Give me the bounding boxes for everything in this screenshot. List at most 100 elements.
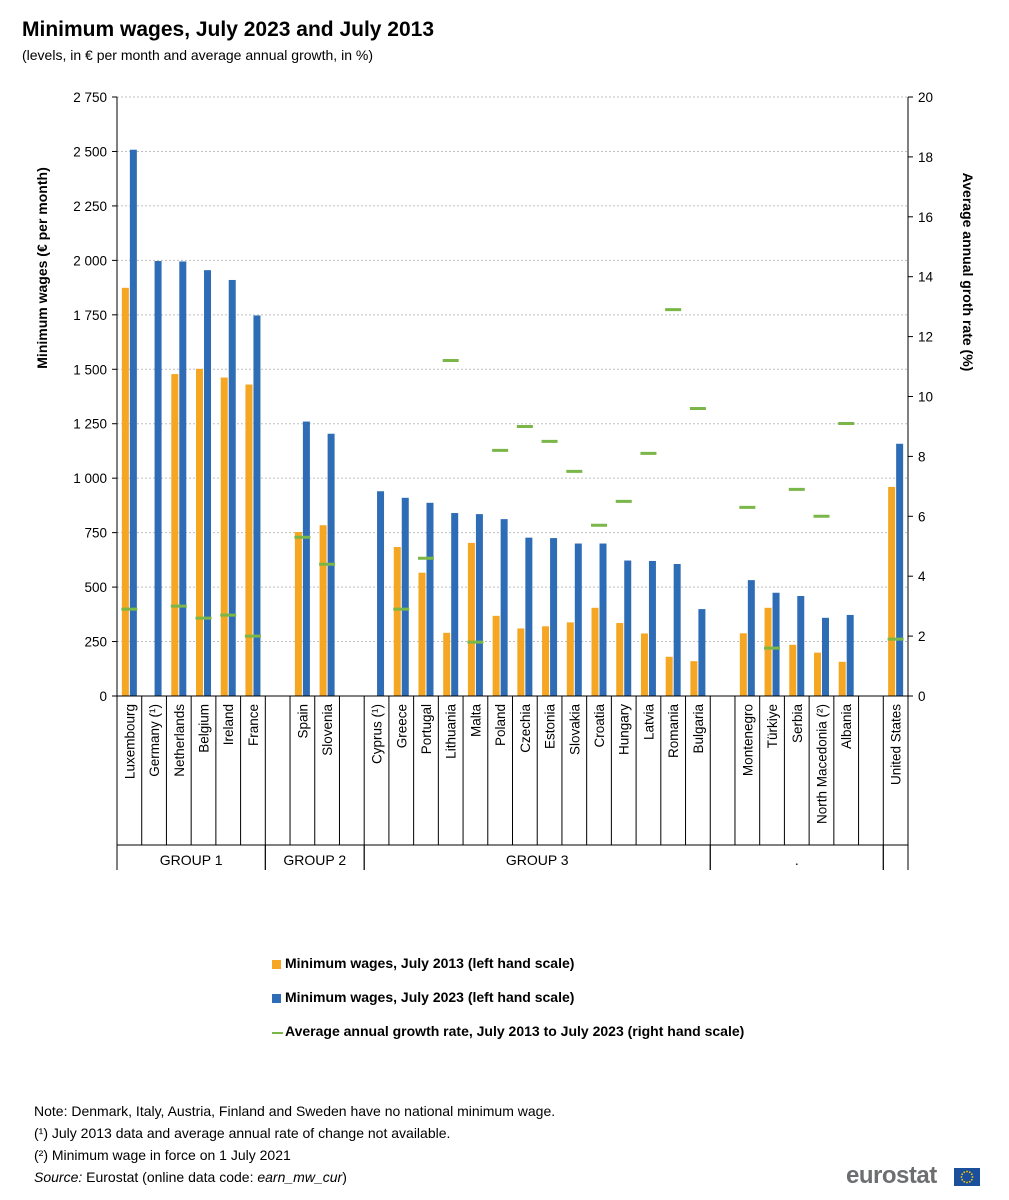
category-label: Slovenia <box>320 704 335 756</box>
bar-2023 <box>797 596 805 696</box>
bar-2013 <box>294 531 302 696</box>
bar-2023 <box>451 513 459 696</box>
y2-tick-label: 14 <box>918 270 934 285</box>
category-label: France <box>246 704 261 746</box>
y2-tick-label: 12 <box>918 330 933 345</box>
y-tick-label: 2 000 <box>73 253 107 268</box>
legend-swatch-2013 <box>272 960 281 969</box>
category-label: Greece <box>394 704 409 748</box>
bar-2023 <box>500 519 508 696</box>
y-tick-label: 1 500 <box>73 362 107 377</box>
bar-2013 <box>171 374 179 696</box>
bar-2013 <box>245 384 253 696</box>
category-label: Türkiye <box>765 704 780 748</box>
category-label: Portugal <box>419 704 434 754</box>
bar-2013 <box>443 632 451 696</box>
y2-axis-title: Average annual groth rate (%) <box>960 173 976 372</box>
bar-2023 <box>253 315 261 696</box>
note-footnote-2: (²) Minimum wage in force on 1 July 2021 <box>34 1147 291 1163</box>
category-label: Germany (¹) <box>147 704 162 777</box>
y2-tick-label: 10 <box>918 390 933 405</box>
bar-2023 <box>673 564 681 696</box>
bar-2023 <box>747 580 755 696</box>
y-tick-label: 1 000 <box>73 471 107 486</box>
y-tick-label: 1 250 <box>73 417 107 432</box>
bar-2023 <box>204 270 212 696</box>
category-label: North Macedonia (²) <box>814 704 829 824</box>
group-label: GROUP 3 <box>506 852 569 868</box>
logo-text: eurostat <box>846 1162 937 1189</box>
bar-2013 <box>196 368 204 696</box>
y-tick-label: 250 <box>84 635 107 650</box>
category-label: Hungary <box>617 704 632 755</box>
y2-tick-label: 4 <box>918 569 926 584</box>
legend-label-2023: Minimum wages, July 2023 (left hand scal… <box>285 989 575 1005</box>
bar-2013 <box>665 656 673 696</box>
bar-2023 <box>550 538 558 696</box>
y-tick-label: 500 <box>84 580 107 595</box>
category-label: Belgium <box>197 704 212 753</box>
category-label: Estonia <box>543 704 558 750</box>
bar-2013 <box>121 287 129 696</box>
source-code: earn_mw_cur <box>257 1169 343 1185</box>
chart-title: Minimum wages, July 2023 and July 2013 <box>22 18 435 41</box>
bar-2013 <box>542 626 550 696</box>
eu-flag-icon <box>954 1168 980 1186</box>
bar-2023 <box>821 617 829 696</box>
bar-2013 <box>813 652 821 696</box>
legend-swatch-growth <box>272 1032 283 1034</box>
note-footnote-1: (¹) July 2013 data and average annual ra… <box>34 1125 451 1141</box>
bar-2023 <box>574 543 582 696</box>
bar-2013 <box>739 633 747 696</box>
category-label: Spain <box>295 704 310 739</box>
category-label: Montenegro <box>740 704 755 776</box>
bar-2023 <box>624 560 632 696</box>
bar-2013 <box>591 607 599 696</box>
category-label: Luxembourg <box>122 704 137 779</box>
y-tick-label: 2 500 <box>73 144 107 159</box>
bar-2023 <box>302 421 310 696</box>
category-label: Netherlands <box>172 704 187 777</box>
y2-tick-label: 20 <box>918 90 933 105</box>
y-tick-label: 0 <box>99 689 107 704</box>
bar-2023 <box>846 614 854 696</box>
y2-tick-label: 8 <box>918 449 926 464</box>
bar-2013 <box>616 623 624 696</box>
category-label: Serbia <box>790 704 805 744</box>
y2-tick-label: 6 <box>918 509 926 524</box>
bar-2013 <box>517 628 525 696</box>
y2-tick-label: 16 <box>918 210 933 225</box>
bar-2013 <box>319 525 327 696</box>
bar-2023 <box>426 502 434 696</box>
legend-label-growth: Average annual growth rate, July 2013 to… <box>285 1023 745 1039</box>
bar-2013 <box>393 547 401 696</box>
group-label: GROUP 1 <box>160 852 223 868</box>
y2-tick-label: 18 <box>918 150 933 165</box>
bar-2013 <box>888 486 896 696</box>
bar-2013 <box>640 633 648 696</box>
category-label: Malta <box>468 704 483 738</box>
bar-2023 <box>896 443 904 696</box>
bar-2013 <box>690 661 698 696</box>
bar-2013 <box>838 661 846 696</box>
note-source: Source: Eurostat (online data code: earn… <box>34 1166 555 1188</box>
bar-2013 <box>566 622 574 696</box>
bar-2023 <box>525 537 533 696</box>
legend-label-2013: Minimum wages, July 2013 (left hand scal… <box>285 955 575 971</box>
y-tick-label: 750 <box>84 526 107 541</box>
y-tick-label: 2 750 <box>73 90 107 105</box>
y2-tick-label: 0 <box>918 689 926 704</box>
category-label: Bulgaria <box>691 704 706 754</box>
chart-subtitle: (levels, in € per month and average annu… <box>22 47 373 63</box>
category-label: United States <box>889 704 904 785</box>
category-label: Croatia <box>592 704 607 748</box>
y2-tick-label: 2 <box>918 629 926 644</box>
notes: Note: Denmark, Italy, Austria, Finland a… <box>34 1100 555 1188</box>
bar-2023 <box>475 514 483 696</box>
bar-2023 <box>698 609 706 696</box>
chart-svg: 0 250 500 750 1 000 1 250 1 500 1 750 2 000 2 250… <box>34 90 976 870</box>
y-tick-label: 2 250 <box>73 199 107 214</box>
bar-2013 <box>220 377 228 696</box>
source-label: Source: <box>34 1169 83 1185</box>
category-label: Ireland <box>221 704 236 745</box>
